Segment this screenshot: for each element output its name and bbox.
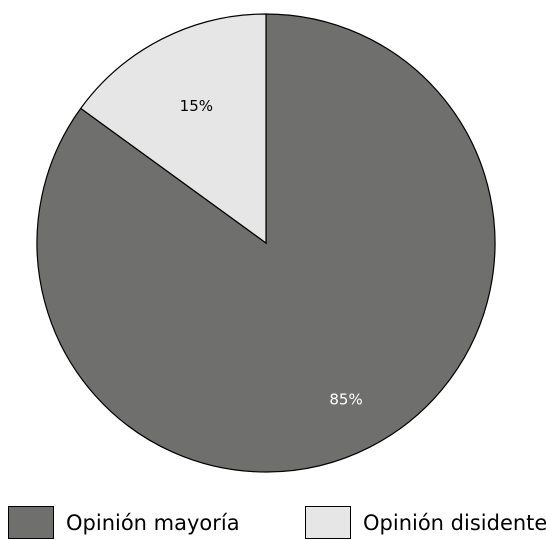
legend-swatch-dissent <box>305 506 351 539</box>
pie-slices <box>36 13 496 473</box>
pie-label-majority: 85% <box>329 391 362 409</box>
legend-item-dissent: Opinión disidente <box>305 505 546 540</box>
pie-slice-dissent <box>79 13 267 245</box>
legend-swatch-majority <box>8 506 54 539</box>
legend-label-dissent: Opinión disidente <box>363 510 546 535</box>
pie-label-dissent: 15% <box>180 97 213 115</box>
legend-item-majority: Opinión mayoría <box>8 505 240 540</box>
legend: Opinión mayoría Opinión disidente <box>0 505 546 540</box>
pie-labels: 85% 15% <box>180 97 363 409</box>
legend-label-majority: Opinión mayoría <box>66 510 240 535</box>
